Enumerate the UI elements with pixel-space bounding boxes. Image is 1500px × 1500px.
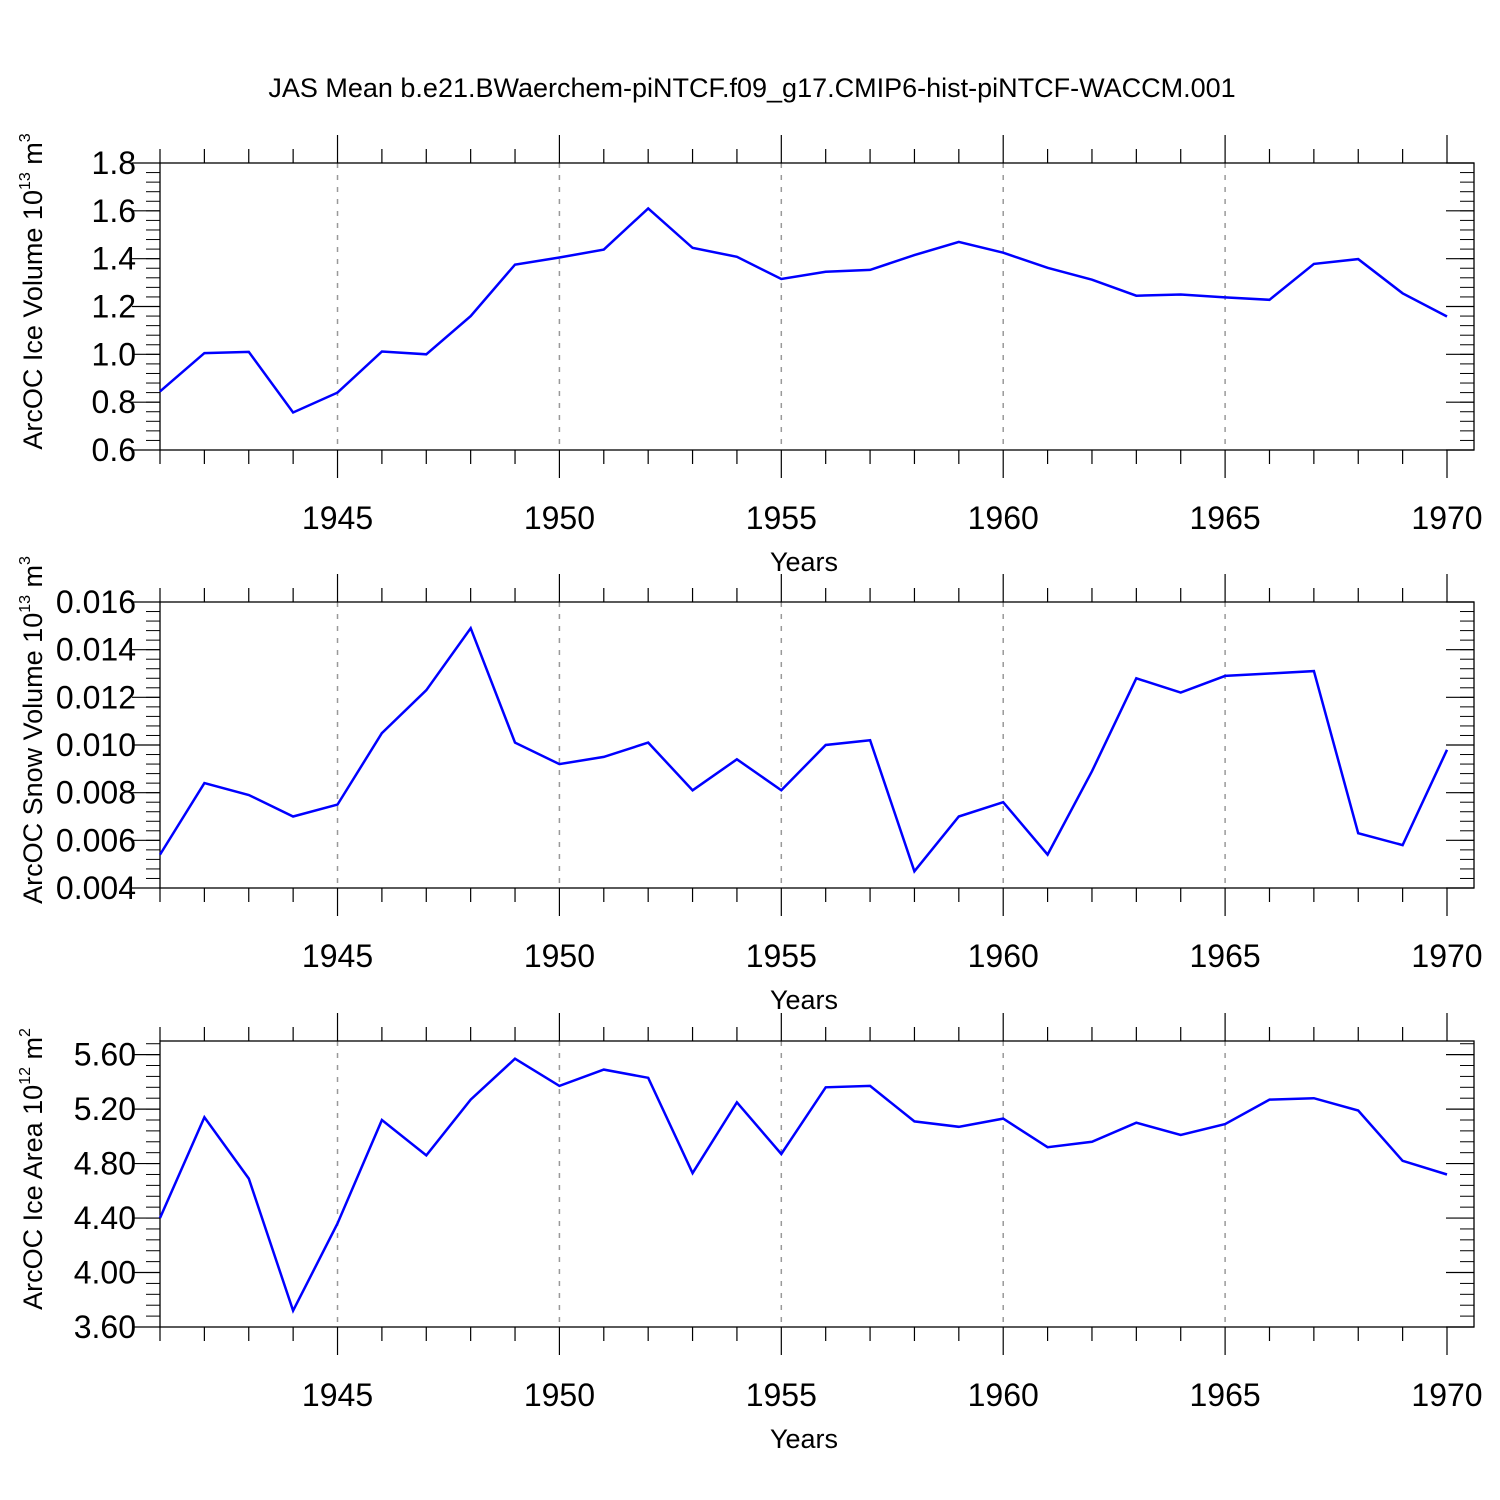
x-tick-label: 1965 (1190, 500, 1261, 536)
plot-frame (159, 162, 1475, 451)
x-axis-title: Years (770, 985, 838, 1015)
y-tick-label: 0.8 (92, 384, 136, 420)
series-line (158, 625, 1449, 874)
x-tick-label: 1955 (746, 500, 817, 536)
y-tick-label: 1.2 (92, 289, 136, 325)
x-tick-label: 1955 (746, 1377, 817, 1413)
x-tick-label: 1950 (524, 938, 595, 974)
plot-frame (159, 601, 1475, 889)
chart-panel-ice-volume: 1945 1950 1955 1960 1965 1970 0.6 0.8 1.0 1.2 1.4 1… (17, 133, 1483, 577)
y-axis-title-main: ArcOC Snow Volume 10 (18, 613, 48, 904)
y-tick-label: 4.80 (74, 1146, 136, 1182)
y-tick-label: 0.012 (56, 679, 136, 715)
x-tick-label: 1960 (968, 1377, 1039, 1413)
plot-frame (159, 1040, 1475, 1328)
x-tick-label: 1945 (302, 1377, 373, 1413)
x-tick-label: 1965 (1190, 938, 1261, 974)
y-tick-label: 0.010 (56, 727, 136, 763)
x-tick-label: 1945 (302, 938, 373, 974)
series-line (158, 1057, 1448, 1314)
series-line (159, 206, 1448, 415)
y-axis-title-exp: 13 (17, 172, 34, 190)
y-axis-title-main: ArcOC Ice Area 10 (18, 1085, 48, 1310)
y-tick-label: 3.60 (74, 1309, 136, 1345)
y-tick-label: 0.004 (56, 870, 136, 906)
y-tick-label: 1.6 (92, 193, 136, 229)
x-tick-label: 1955 (746, 938, 817, 974)
y-tick-label: 5.20 (74, 1091, 136, 1127)
y-tick-label: 5.60 (74, 1037, 136, 1073)
x-tick-label: 1965 (1190, 1377, 1261, 1413)
figure-title: JAS Mean b.e21.BWaerchem-piNTCF.f09_g17.… (268, 73, 1235, 103)
y-tick-label: 1.4 (92, 241, 136, 277)
y-tick-label: 0.014 (56, 632, 136, 668)
y-tick-label: 0.6 (92, 432, 136, 468)
y-tick-label: 0.008 (56, 775, 136, 811)
y-axis-title: ArcOC Ice Area 1012 m2 (17, 1028, 48, 1310)
x-axis-title: Years (770, 547, 838, 577)
chart-panel-ice-area: 1945 1950 1955 1960 1965 1970 3.60 4.00 4.40 4.80… (17, 1013, 1483, 1454)
y-axis-title-main: ArcOC Ice Volume 10 (18, 190, 48, 450)
y-axis-title-unit: m (18, 1037, 48, 1067)
y-axis-title: ArcOC Ice Volume 1013 m3 (17, 133, 48, 449)
y-tick-label: 4.40 (74, 1200, 136, 1236)
y-axis-title-exp: 13 (17, 595, 34, 613)
y-axis-title-exp: 12 (17, 1067, 34, 1085)
y-tick-label: 1.0 (92, 336, 136, 372)
y-tick-label: 0.016 (56, 584, 136, 620)
x-tick-label: 1970 (1411, 500, 1482, 536)
y-axis-title-unit: m (18, 142, 48, 172)
x-tick-label: 1950 (524, 500, 595, 536)
x-tick-label: 1970 (1411, 938, 1482, 974)
y-tick-label: 0.006 (56, 822, 136, 858)
x-tick-label: 1950 (524, 1377, 595, 1413)
y-axis-title-unit: m (18, 565, 48, 595)
panels: 1945 1950 1955 1960 1965 1970 0.6 0.8 1.0 1.2 1.4 1… (17, 133, 1483, 1454)
x-tick-label: 1960 (968, 500, 1039, 536)
y-tick-label: 1.8 (92, 145, 136, 181)
x-axis-title: Years (770, 1424, 838, 1454)
y-axis-title-unit-exp: 3 (17, 133, 34, 142)
x-tick-label: 1945 (302, 500, 373, 536)
y-tick-label: 4.00 (74, 1255, 136, 1291)
x-tick-label: 1970 (1411, 1377, 1482, 1413)
y-axis-title: ArcOC Snow Volume 1013 m3 (17, 556, 48, 904)
y-axis-title-unit-exp: 2 (17, 1028, 34, 1037)
y-axis-title-unit-exp: 3 (17, 556, 34, 565)
chart-panel-snow-volume: 1945 1950 1955 1960 1965 1970 0.004 0.006 0.008 0… (17, 556, 1483, 1015)
x-tick-label: 1960 (968, 938, 1039, 974)
